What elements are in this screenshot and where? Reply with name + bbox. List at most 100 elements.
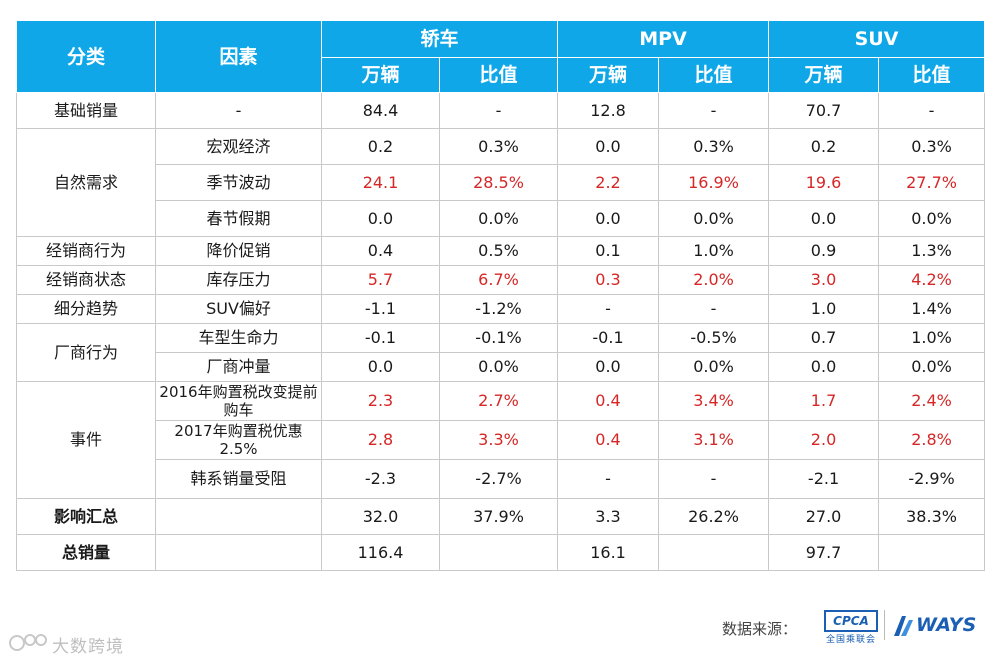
factor-cell: 春节假期	[155, 200, 322, 237]
value-cell: 97.7	[768, 534, 880, 571]
value-cell: 1.0%	[658, 236, 770, 266]
row-inventory-pressure: 经销商状态 库存压力 5.7 6.7% 0.3 2.0% 3.0 4.2%	[16, 265, 986, 295]
value-cell: 0.3%	[658, 128, 770, 165]
value-cell: 0.4	[321, 236, 440, 266]
value-cell-highlight: 28.5%	[438, 164, 559, 201]
value-cell-highlight: 3.3%	[438, 420, 559, 460]
value-cell: 0.0	[557, 352, 660, 382]
factor-cell: -	[155, 92, 322, 129]
value-cell: 0.1	[557, 236, 660, 266]
value-cell: 3.3	[557, 498, 660, 535]
cpca-logo: CPCA 全国乘联会	[824, 608, 878, 645]
value-cell-highlight: 2.8%	[878, 420, 986, 460]
row-manufacturer-push: 厂商冲量 0.0 0.0% 0.0 0.0% 0.0 0.0%	[17, 352, 986, 382]
value-cell: 0.0%	[878, 352, 986, 382]
value-cell: 32.0	[321, 498, 440, 535]
value-cell-highlight: 2.2	[557, 164, 660, 201]
value-cell: -	[658, 459, 770, 499]
value-cell-highlight: 2.0	[768, 420, 880, 460]
ways-logo: WAYS	[892, 612, 987, 640]
value-cell: 0.0	[768, 200, 880, 237]
value-cell: -	[658, 92, 770, 129]
value-cell: 38.3%	[878, 498, 986, 535]
value-cell-highlight: 0.4	[557, 420, 660, 460]
factor-cell: 季节波动	[155, 164, 322, 201]
value-cell: 1.4%	[878, 294, 986, 324]
row-tax-2017: 2017年购置税优惠2.5% 2.8 3.3% 0.4 3.1% 2.0 2.8…	[17, 420, 986, 460]
value-cell: 0.3%	[878, 128, 986, 165]
factor-cell: 车型生命力	[155, 323, 322, 353]
row-impact-summary: 影响汇总 32.0 37.9% 3.3 26.2% 27.0 38.3%	[16, 498, 986, 535]
category-cell: 总销量	[16, 534, 156, 571]
row-macro-economy: 自然需求 宏观经济 0.2 0.3% 0.0 0.3% 0.2 0.3%	[16, 128, 986, 237]
row-model-lifecycle: 厂商行为 车型生命力 -0.1 -0.1% -0.1 -0.5% 0.7 1.0…	[16, 323, 986, 382]
value-cell-highlight: 2.8	[321, 420, 440, 460]
value-cell: 0.0%	[438, 352, 559, 382]
value-cell: 0.0%	[658, 352, 770, 382]
header-suv-units: 万辆	[768, 57, 880, 93]
value-cell-highlight: 2.7%	[438, 381, 559, 421]
value-cell-highlight: 5.7	[321, 265, 440, 295]
header-factor: 因素	[155, 20, 322, 93]
value-cell-highlight: 0.4	[557, 381, 660, 421]
value-cell: 84.4	[321, 92, 440, 129]
header-row-groups: 分类 因素 轿车 MPV SUV	[16, 20, 986, 93]
header-suv-ratio: 比值	[878, 57, 986, 93]
value-cell: 116.4	[321, 534, 440, 571]
value-cell: -0.1%	[438, 323, 559, 353]
value-cell-highlight: 24.1	[321, 164, 440, 201]
value-cell: -	[878, 92, 986, 129]
value-cell-empty	[878, 534, 986, 571]
value-cell-highlight: 27.7%	[878, 164, 986, 201]
value-cell-highlight: 3.4%	[658, 381, 770, 421]
category-cell: 基础销量	[16, 92, 156, 129]
value-cell: 26.2%	[658, 498, 770, 535]
header-category: 分类	[16, 20, 156, 93]
value-cell: 0.0	[768, 352, 880, 382]
value-cell-highlight: 2.0%	[658, 265, 770, 295]
header-mpv-units: 万辆	[557, 57, 660, 93]
value-cell: -	[658, 294, 770, 324]
value-cell: 27.0	[768, 498, 880, 535]
value-cell: 0.0	[557, 200, 660, 237]
category-cell: 事件	[16, 381, 156, 499]
factor-cell-empty	[155, 498, 322, 535]
value-cell-highlight: 3.1%	[658, 420, 770, 460]
value-cell-highlight: 3.0	[768, 265, 880, 295]
watermark-logo-icon	[9, 634, 47, 651]
category-cell: 经销商行为	[16, 236, 156, 266]
row-seasonal: 季节波动 24.1 28.5% 2.2 16.9% 19.6 27.7%	[17, 164, 986, 201]
value-cell: -1.2%	[438, 294, 559, 324]
value-cell: -1.1	[321, 294, 440, 324]
factor-cell: 厂商冲量	[155, 352, 322, 382]
header-sedan-ratio: 比值	[438, 57, 559, 93]
value-cell-empty	[658, 534, 770, 571]
header-row-sub: 万辆 比值 万辆 比值 万辆 比值	[17, 57, 986, 93]
watermark-text: 大数跨境	[52, 637, 124, 657]
sales-factor-table: 分类 因素 轿车 MPV SUV 万辆 比值 万辆 比值 万辆 比值 基础销量 …	[16, 20, 986, 571]
watermark: 大数跨境	[8, 628, 148, 658]
value-cell: 0.0	[321, 200, 440, 237]
value-cell-highlight: 6.7%	[438, 265, 559, 295]
value-cell: 16.1	[557, 534, 660, 571]
category-cell: 经销商状态	[16, 265, 156, 295]
factor-cell: 2016年购置税改变提前购车	[155, 381, 322, 421]
value-cell-highlight: 0.3	[557, 265, 660, 295]
row-suv-preference: 细分趋势 SUV偏好 -1.1 -1.2% - - 1.0 1.4%	[16, 294, 986, 324]
factor-cell: SUV偏好	[155, 294, 322, 324]
value-cell-highlight: 19.6	[768, 164, 880, 201]
data-source-label: 数据来源：	[722, 620, 798, 638]
value-cell: -	[438, 92, 559, 129]
value-cell: 0.5%	[438, 236, 559, 266]
row-korean-brands: 韩系销量受阻 -2.3 -2.7% - - -2.1 -2.9%	[17, 459, 986, 499]
header-mpv-ratio: 比值	[658, 57, 770, 93]
value-cell: 0.7	[768, 323, 880, 353]
value-cell: 0.3%	[438, 128, 559, 165]
value-cell: -2.7%	[438, 459, 559, 499]
category-cell: 自然需求	[16, 128, 156, 237]
factor-cell: 库存压力	[155, 265, 322, 295]
value-cell: 70.7	[768, 92, 880, 129]
row-base-sales: 基础销量 - 84.4 - 12.8 - 70.7 -	[16, 92, 986, 129]
value-cell: -2.9%	[878, 459, 986, 499]
value-cell: 0.2	[321, 128, 440, 165]
